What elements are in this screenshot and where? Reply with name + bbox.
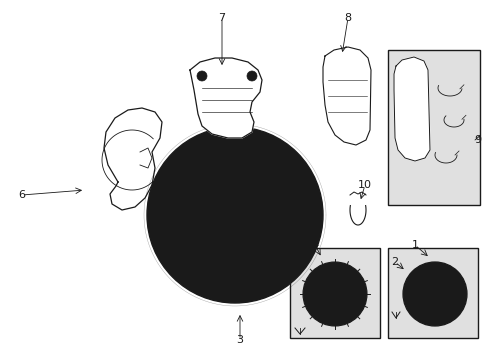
Circle shape [303, 262, 366, 326]
Text: 7: 7 [218, 13, 225, 23]
Circle shape [159, 139, 310, 291]
Text: 11: 11 [210, 153, 224, 163]
Circle shape [246, 71, 257, 81]
Circle shape [420, 280, 448, 308]
Circle shape [224, 205, 244, 225]
Text: 9: 9 [473, 135, 481, 145]
Circle shape [204, 185, 264, 245]
Circle shape [197, 71, 206, 81]
Text: 2: 2 [390, 257, 398, 267]
Circle shape [309, 269, 359, 319]
Circle shape [249, 162, 259, 172]
Circle shape [210, 162, 220, 172]
Circle shape [406, 266, 462, 322]
Text: 5: 5 [294, 257, 301, 267]
Circle shape [402, 262, 466, 326]
Text: 3: 3 [236, 335, 243, 345]
Polygon shape [393, 57, 429, 161]
Circle shape [210, 258, 220, 268]
Text: 8: 8 [344, 13, 351, 23]
Circle shape [278, 190, 287, 200]
Text: 4: 4 [311, 240, 318, 250]
Text: 6: 6 [19, 190, 25, 200]
Circle shape [253, 182, 262, 190]
Circle shape [320, 280, 348, 308]
Bar [387, 248, 477, 338]
Polygon shape [323, 47, 370, 145]
Bar [387, 50, 479, 205]
Circle shape [249, 258, 259, 268]
Circle shape [182, 230, 192, 240]
Circle shape [147, 127, 323, 303]
Circle shape [182, 190, 192, 200]
Polygon shape [104, 108, 162, 210]
Text: 10: 10 [357, 180, 371, 190]
Polygon shape [190, 58, 262, 138]
Circle shape [278, 230, 287, 240]
Text: 1: 1 [411, 240, 418, 250]
Bar [289, 248, 379, 338]
